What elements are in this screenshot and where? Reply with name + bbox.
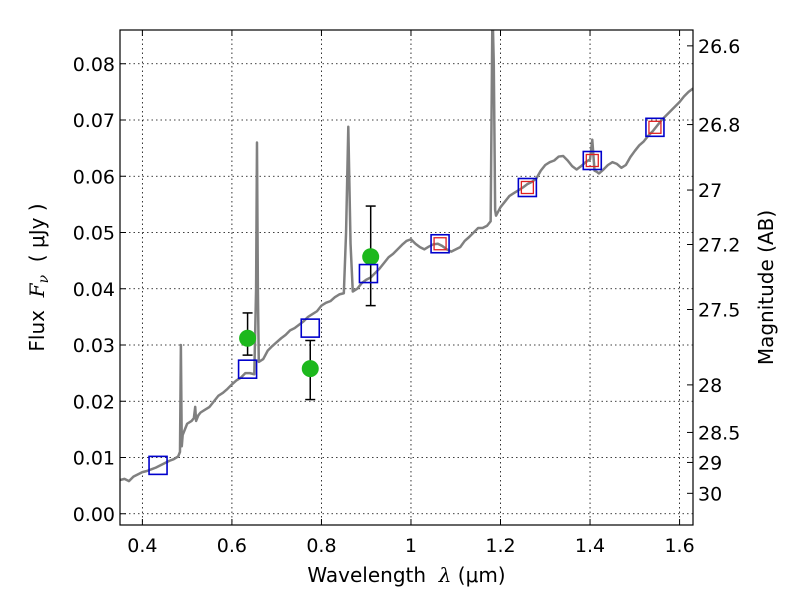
y-tick-label: 0.05 xyxy=(73,223,115,245)
blue-square-marker xyxy=(148,455,168,476)
x-axis-label-prefix: Wavelength xyxy=(307,563,438,587)
x-tick-label: 1 xyxy=(405,535,417,557)
x-axis-label: Wavelength λ (μm) xyxy=(307,563,505,587)
y-axis-label-symbol: F xyxy=(25,282,49,298)
red-square-marker xyxy=(648,120,662,134)
x-tick-label: 1.4 xyxy=(575,535,605,557)
y-axis-label-prefix: Flux xyxy=(25,297,49,351)
grid-layer xyxy=(120,30,693,525)
x-tick-label: 1.2 xyxy=(485,535,515,557)
y-tick-label: 0.07 xyxy=(73,110,115,132)
y-tick-label: 0.06 xyxy=(73,166,115,188)
y-tick-label: 0.04 xyxy=(73,279,115,301)
photometry-point xyxy=(239,329,257,347)
red-square-marker xyxy=(585,153,599,168)
red-square-marker xyxy=(433,237,447,251)
magnitude-axis-label: Magnitude (AB) xyxy=(754,210,778,365)
mag-tick-label: 28 xyxy=(698,375,722,397)
y-tick-label: 0.01 xyxy=(73,448,115,470)
blue-square-marker xyxy=(645,117,665,138)
ticks-layer: 0.4 0.6 0.8 1 1.2 1.4 1.6 0.00 0.01 0.02 0.03 0.04 0… xyxy=(73,30,740,557)
mag-tick-label: 29 xyxy=(698,452,722,474)
mag-tick-label: 26.6 xyxy=(698,36,740,58)
blue-square-marker xyxy=(430,233,450,254)
y-tick-label: 0.03 xyxy=(73,335,115,357)
x-axis-label-unit: (μm) xyxy=(451,563,505,587)
blue-square-marker xyxy=(358,263,379,284)
mag-tick-label: 27.2 xyxy=(698,235,740,257)
spectrum-line xyxy=(120,30,693,483)
blue-square-marker xyxy=(582,150,603,171)
x-tick-label: 0.8 xyxy=(306,535,336,557)
mag-tick-label: 28.5 xyxy=(698,422,740,444)
x-tick-label: 0.6 xyxy=(217,535,247,557)
photometry-point xyxy=(301,360,319,378)
series-layer xyxy=(120,30,693,483)
x-axis-label-symbol: λ xyxy=(438,563,452,587)
y-tick-label: 0.08 xyxy=(73,54,115,76)
x-tick-label: 0.4 xyxy=(127,535,157,557)
plot-frame xyxy=(119,29,694,526)
mag-tick-label: 27 xyxy=(698,180,722,202)
blue-square-marker xyxy=(237,359,258,379)
y-axis-label: Flux Fν ( μJy ) xyxy=(25,203,52,351)
mag-tick-label: 27.5 xyxy=(698,300,740,322)
photometry-point xyxy=(362,248,380,266)
y-tick-label: 0.00 xyxy=(73,504,115,526)
y-axis-label-subscript: ν xyxy=(36,274,52,283)
y-tick-label: 0.02 xyxy=(73,391,115,413)
red-square-marker xyxy=(520,180,535,195)
x-tick-label: 1.6 xyxy=(664,535,694,557)
blue-square-marker xyxy=(300,318,321,338)
mag-tick-label: 30 xyxy=(698,483,722,505)
mag-tick-label: 26.8 xyxy=(698,115,740,137)
y-axis-label-unit: ( μJy ) xyxy=(25,203,49,275)
blue-square-marker xyxy=(517,177,538,198)
